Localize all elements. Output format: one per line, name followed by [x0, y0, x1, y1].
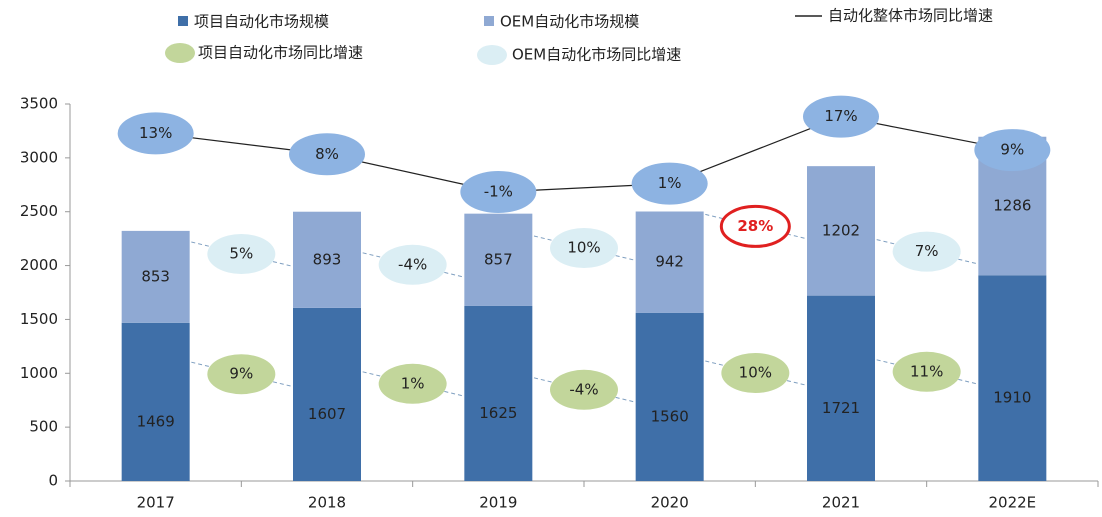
x-tick-label: 2018	[308, 494, 346, 512]
bar	[121, 322, 190, 481]
line-label: 17%	[824, 107, 857, 125]
growth-bubble	[207, 354, 276, 395]
growth-label: 7%	[915, 242, 939, 260]
bar	[464, 213, 533, 306]
legend-label: 项目自动化市场同比增速	[198, 44, 363, 62]
y-tick-label: 2000	[20, 256, 58, 274]
growth-bubble	[721, 353, 790, 393]
line-label: -1%	[484, 182, 513, 200]
line-marker	[974, 129, 1051, 172]
bar	[807, 295, 875, 481]
growth-bubble	[207, 234, 276, 274]
growth-label: 9%	[229, 365, 253, 383]
growth-label: -4%	[569, 380, 598, 398]
bar-label: 1560	[651, 407, 689, 425]
bar-label: 942	[655, 253, 684, 271]
growth-label: 10%	[567, 239, 600, 257]
legend-label: OEM自动化市场规模	[500, 13, 639, 31]
y-tick-label: 1500	[20, 310, 58, 328]
line-label: 9%	[1000, 141, 1024, 159]
bar-label: 1286	[993, 197, 1031, 215]
growth-bubble	[892, 351, 961, 392]
legend-swatch	[178, 16, 188, 26]
line	[155, 115, 1013, 193]
x-tick-label: 2021	[822, 494, 860, 512]
growth-bubble	[892, 231, 961, 272]
y-tick-label: 3000	[20, 148, 58, 166]
bar-label: 853	[141, 267, 170, 285]
bar-label: 1202	[822, 221, 860, 239]
line-marker	[117, 112, 194, 155]
growth-bubble	[719, 204, 791, 248]
x-tick-label: 2019	[479, 494, 517, 512]
bar	[121, 230, 190, 323]
bar	[293, 211, 361, 308]
y-tick-label: 0	[48, 472, 58, 490]
line-marker	[460, 170, 537, 213]
line-label: 8%	[315, 145, 339, 163]
y-tick-label: 3500	[20, 95, 58, 113]
legend-label: 自动化整体市场同比增速	[828, 7, 993, 25]
bar-label: 1721	[822, 399, 860, 417]
growth-bubble	[378, 244, 447, 285]
legend-label: 项目自动化市场规模	[194, 13, 329, 31]
growth-bubble	[550, 369, 618, 410]
growth-label: 1%	[401, 374, 425, 392]
legend-label: OEM自动化市场同比增速	[512, 46, 681, 64]
bar	[464, 305, 533, 481]
legend-swatch	[477, 45, 507, 65]
line-marker	[289, 133, 365, 176]
bar-label: 1910	[993, 389, 1031, 407]
bar	[978, 275, 1047, 481]
line-label: 1%	[658, 174, 682, 192]
y-tick-label: 1000	[20, 364, 58, 382]
bar-label: 893	[313, 250, 342, 268]
bar-label: 1607	[308, 405, 346, 423]
legend-swatch	[484, 16, 494, 26]
legend-swatch	[165, 43, 195, 63]
line-label: 13%	[139, 124, 172, 142]
growth-bubble	[378, 363, 447, 404]
line-marker	[803, 95, 879, 138]
growth-label: -4%	[398, 255, 427, 273]
y-tick-label: 2500	[20, 202, 58, 220]
line-marker	[631, 162, 708, 205]
growth-label: 11%	[910, 362, 943, 380]
growth-bubble	[550, 228, 618, 268]
bar	[635, 211, 704, 313]
growth-label: 28%	[737, 217, 773, 235]
bar	[807, 166, 875, 296]
bar	[635, 312, 704, 481]
bar-label: 857	[484, 250, 513, 268]
growth-label: 10%	[739, 364, 772, 382]
bar-label: 1469	[137, 412, 175, 430]
x-tick-label: 2020	[651, 494, 689, 512]
y-tick-label: 500	[29, 418, 58, 436]
bar	[293, 307, 361, 481]
bar-label: 1625	[479, 404, 517, 422]
growth-label: 5%	[229, 245, 253, 263]
x-tick-label: 2017	[137, 494, 175, 512]
x-tick-label: 2022E	[989, 494, 1037, 512]
